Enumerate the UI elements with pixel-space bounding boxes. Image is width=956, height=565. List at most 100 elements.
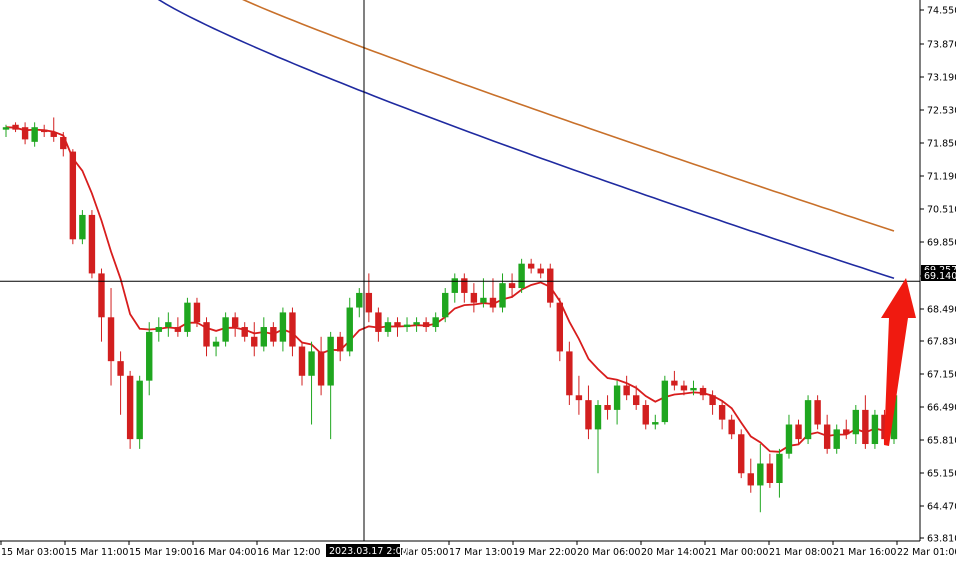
moving-averages: [5, 0, 895, 453]
candle-body: [728, 419, 735, 435]
candle-body: [88, 214, 96, 274]
x-tick-label: 21 Mar 00:00: [705, 547, 768, 558]
candle: [642, 400, 649, 430]
candle-body: [461, 278, 468, 293]
candle: [766, 453, 774, 488]
candle: [871, 409, 879, 449]
candle: [384, 317, 392, 337]
candle-body: [21, 127, 29, 140]
candle-body: [480, 297, 487, 303]
candle-body: [126, 375, 134, 440]
candle-body: [12, 124, 19, 130]
candle: [31, 122, 38, 147]
candle: [613, 380, 621, 425]
candle: [270, 322, 277, 347]
candle-body: [508, 283, 516, 289]
x-tick-label: 21 Mar 16:00: [833, 547, 896, 558]
candle: [814, 395, 821, 430]
candle: [251, 322, 258, 357]
candle-body: [394, 322, 401, 328]
candle: [843, 419, 850, 440]
candle: [184, 297, 191, 337]
candle-body: [365, 292, 373, 313]
candle: [699, 385, 707, 401]
candle: [298, 341, 306, 386]
candle: [79, 210, 86, 245]
candle: [203, 317, 210, 357]
candle-body: [604, 405, 611, 410]
candle-body: [451, 278, 458, 293]
y-tick-label: 73.190: [927, 73, 956, 84]
candle: [537, 263, 544, 279]
candle: [709, 390, 716, 415]
candle-body: [251, 336, 258, 347]
candle-body: [489, 297, 497, 308]
x-tick-label: 19 Mar 22:00: [513, 547, 576, 558]
candle: [785, 414, 793, 459]
candle-body: [356, 292, 363, 308]
candle: [222, 312, 229, 347]
candle-body: [890, 395, 898, 440]
candle-body: [852, 409, 860, 435]
candle-body: [60, 136, 67, 150]
candle: [594, 400, 602, 474]
candle-body: [107, 317, 115, 362]
candle-body: [585, 400, 592, 430]
candle: [652, 414, 659, 430]
candle-body: [317, 351, 325, 386]
candle-body: [652, 422, 659, 425]
candle: [508, 273, 516, 298]
candle-body: [165, 322, 172, 328]
candle-body: [871, 414, 879, 445]
crosshair-time-label: 2023.03.17 2:00: [329, 546, 408, 557]
candle-body: [613, 385, 621, 410]
candle: [823, 414, 831, 454]
candle-body: [575, 395, 583, 401]
candle: [776, 448, 783, 498]
candle-body: [2, 127, 10, 130]
candle: [356, 288, 363, 318]
x-tick-label: 15 Mar 19:00: [129, 547, 192, 558]
candle-body: [680, 385, 688, 391]
candle-body: [699, 387, 707, 396]
candle-body: [241, 327, 248, 337]
ma-mid-line: [157, 0, 895, 280]
candle-body: [862, 409, 869, 445]
candle-body: [785, 424, 793, 454]
red-arrow: [881, 278, 916, 446]
candle: [747, 458, 754, 493]
candle-body: [518, 263, 525, 289]
y-tick-label: 69.850: [927, 238, 956, 249]
candle-body: [566, 351, 573, 396]
candle: [480, 278, 487, 308]
candle: [394, 317, 401, 337]
candle-body: [203, 322, 210, 347]
candle-body: [776, 453, 783, 484]
x-tick-label: 17 Mar 13:00: [449, 547, 512, 558]
candle: [804, 395, 812, 445]
candle: [623, 375, 630, 401]
candle: [289, 307, 296, 357]
y-tick-label: 74.550: [927, 6, 956, 17]
candle: [117, 351, 124, 415]
candle: [346, 297, 353, 357]
candle-body: [384, 322, 392, 332]
candle: [862, 395, 869, 449]
y-tick-label: 65.150: [927, 469, 956, 480]
candle: [690, 380, 697, 396]
candle: [336, 331, 344, 362]
candle-body: [40, 129, 48, 133]
candle-body: [403, 324, 411, 328]
candle-body: [346, 307, 353, 352]
candle: [547, 263, 554, 308]
candle-body: [146, 331, 153, 381]
candle: [413, 317, 420, 332]
candle-body: [823, 424, 831, 449]
x-tick-label: 16 Mar 12:00: [257, 547, 320, 558]
candle: [470, 283, 478, 313]
candle-body: [632, 395, 640, 406]
candle: [604, 395, 611, 420]
candle-body: [499, 283, 506, 308]
